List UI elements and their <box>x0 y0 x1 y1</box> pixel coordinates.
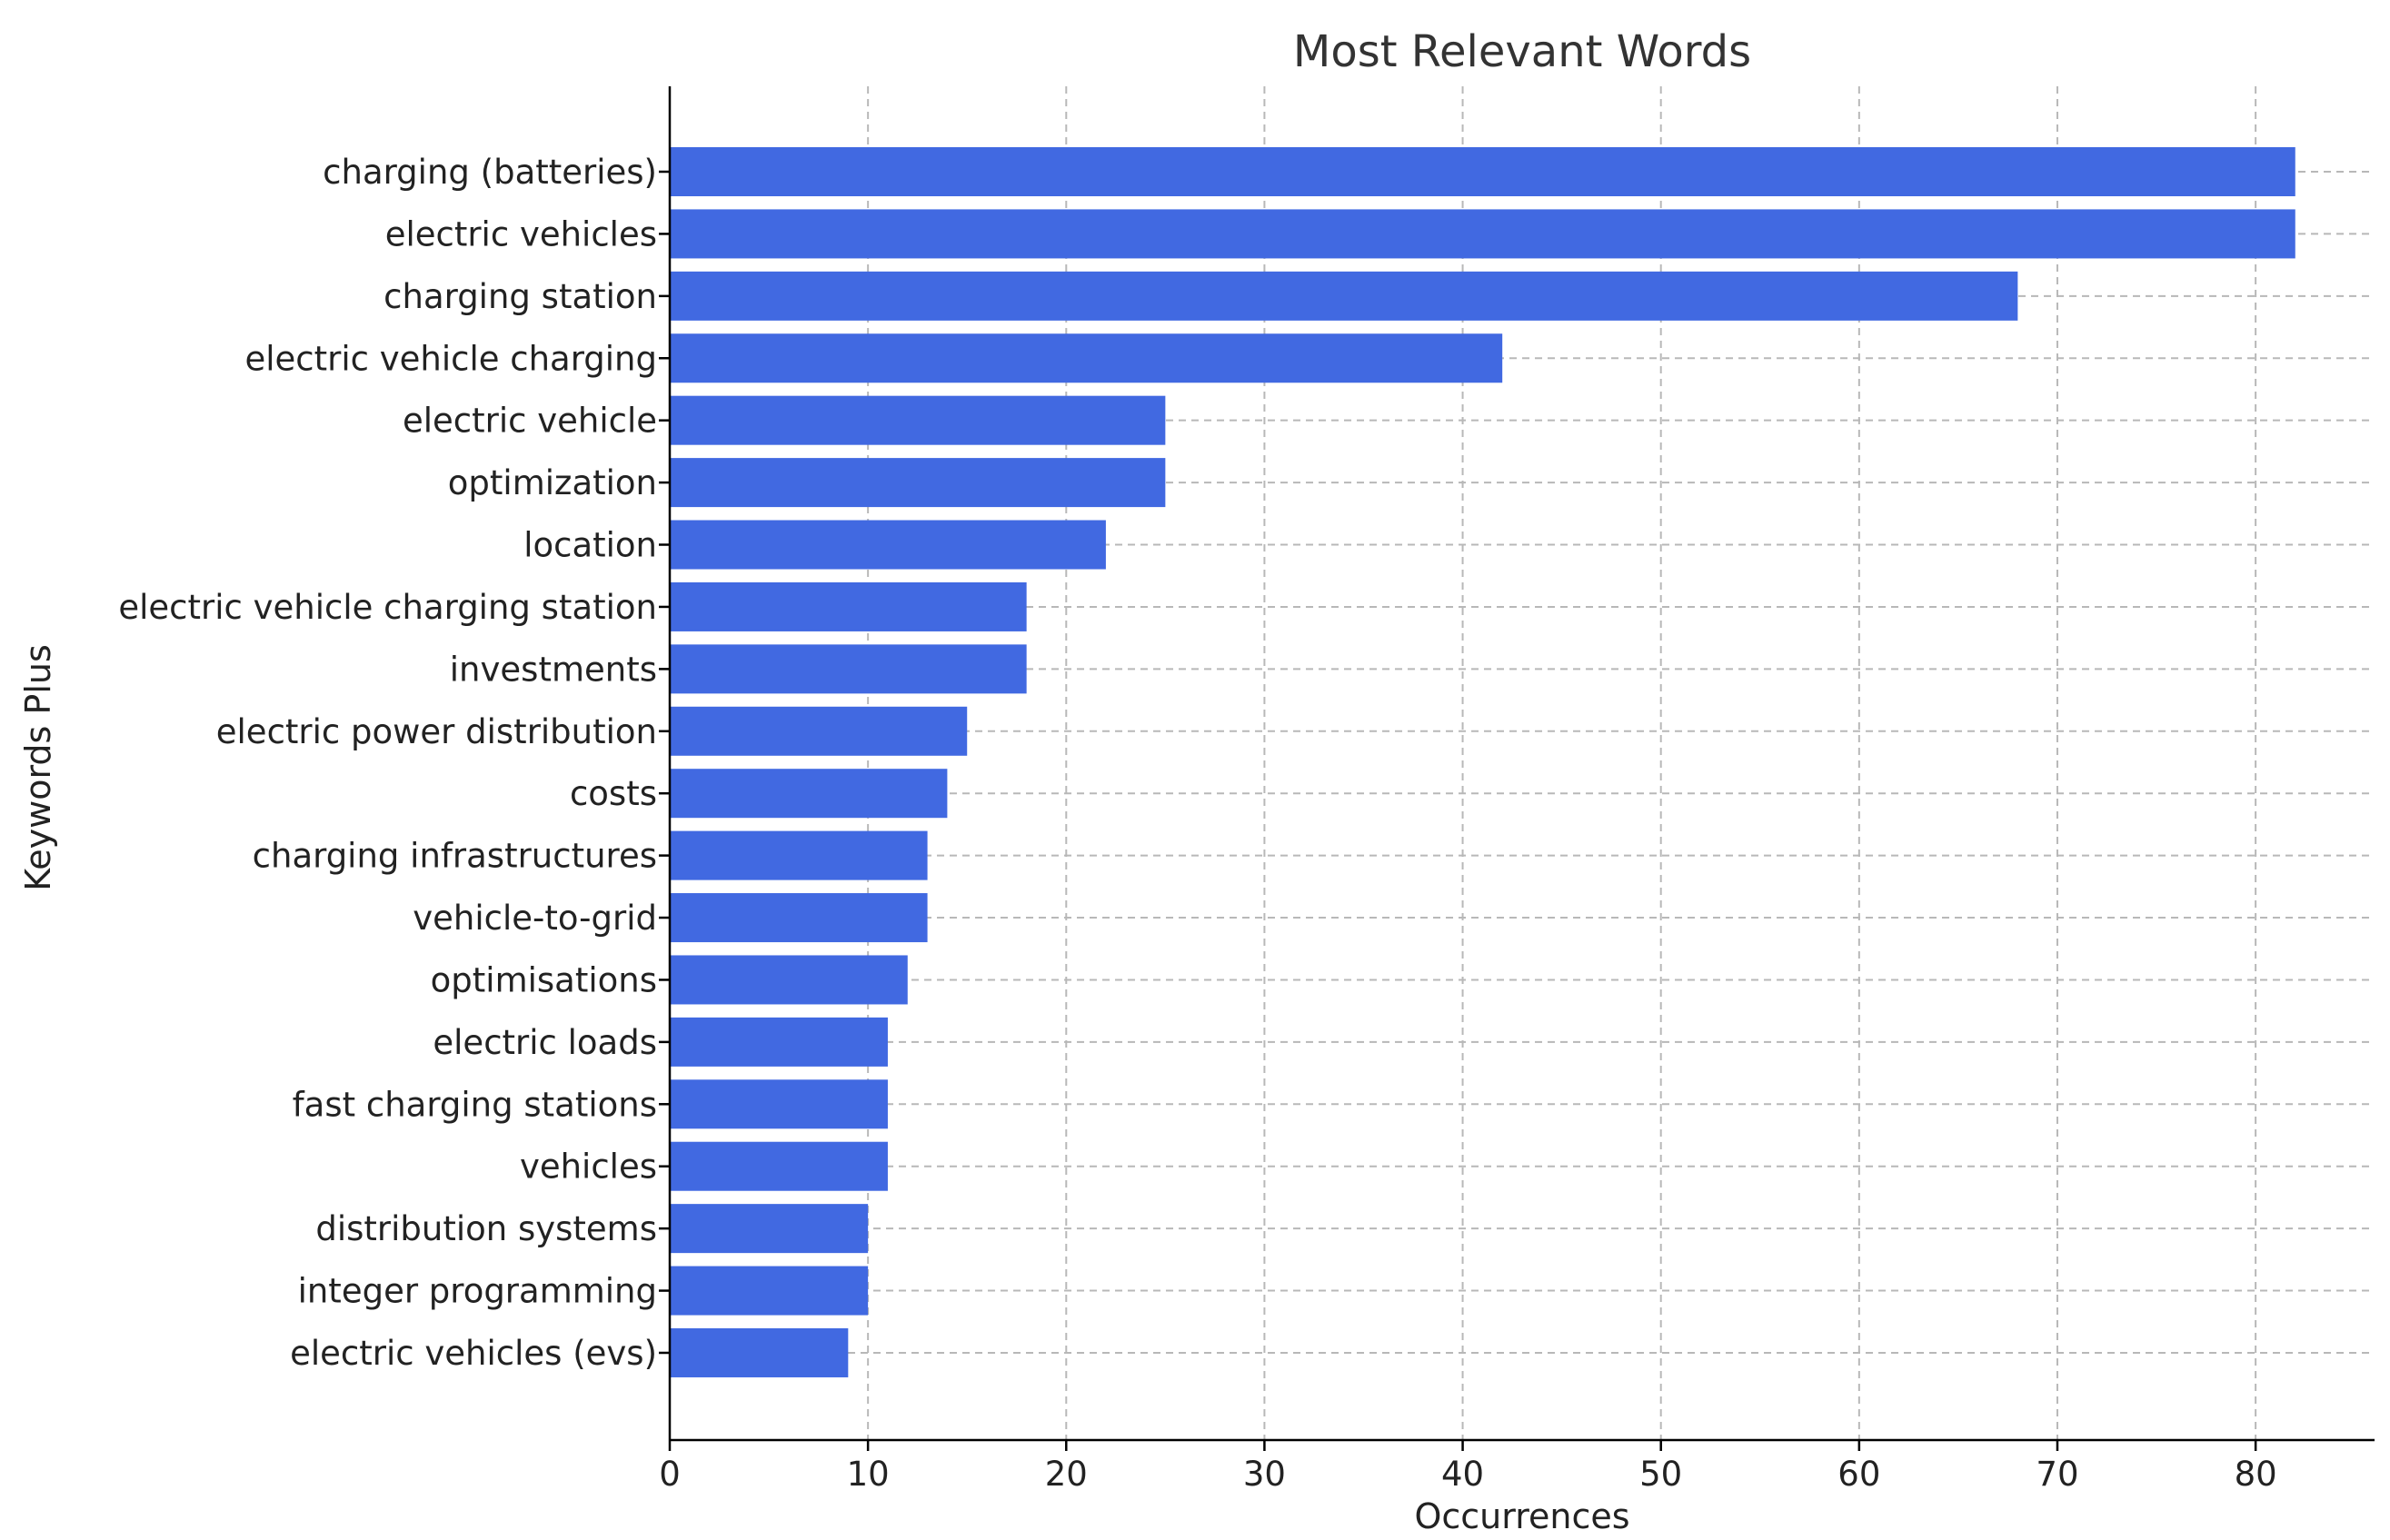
x-tick-label: 10 <box>847 1455 890 1494</box>
chart-title: Most Relevant Words <box>1293 26 1751 77</box>
y-tick-label: distribution systems <box>315 1209 657 1248</box>
bar <box>670 955 908 1005</box>
y-tick-label: electric vehicle <box>403 402 657 441</box>
x-tick-label: 30 <box>1243 1455 1286 1494</box>
y-tick-label: vehicle-to-grid <box>413 899 657 938</box>
y-tick-label: charging (batteries) <box>323 153 657 192</box>
y-tick-label: charging infrastructures <box>253 837 657 876</box>
y-tick-label: electric vehicles <box>385 214 657 253</box>
bar <box>670 147 2295 196</box>
bar <box>670 893 928 943</box>
bar <box>670 830 928 880</box>
x-tick-label: 60 <box>1837 1455 1880 1494</box>
y-tick-label: integer programming <box>298 1272 657 1311</box>
y-tick-label: costs <box>570 774 657 813</box>
bar <box>670 769 948 819</box>
y-tick-label: investments <box>450 650 657 689</box>
x-tick-label: 20 <box>1045 1455 1088 1494</box>
y-tick-label: location <box>523 526 657 565</box>
x-axis-label: Occurrences <box>1414 1496 1629 1536</box>
bar <box>670 209 2295 259</box>
bar <box>670 581 1027 631</box>
bar <box>670 1017 888 1067</box>
bar <box>670 1204 869 1254</box>
y-tick-label: vehicles <box>520 1148 657 1187</box>
x-tick-label: 70 <box>2036 1455 2078 1494</box>
x-tick-label: 80 <box>2235 1455 2277 1494</box>
bar <box>670 520 1106 570</box>
y-tick-label: electric loads <box>433 1023 657 1062</box>
bar <box>670 1266 869 1316</box>
bar <box>670 271 2018 321</box>
bars-layer <box>670 147 2295 1377</box>
bar <box>670 333 1503 383</box>
y-tick-label: electric power distribution <box>216 712 657 751</box>
y-tick-label: electric vehicle charging <box>244 339 657 378</box>
y-tick-label: charging station <box>383 277 657 316</box>
axes-layer <box>668 86 2375 1442</box>
bar <box>670 1079 888 1129</box>
y-tick-label: optimization <box>448 463 657 502</box>
x-tick-label: 0 <box>659 1455 681 1494</box>
y-tick-label: fast charging stations <box>293 1085 657 1124</box>
x-tick-label: 40 <box>1441 1455 1484 1494</box>
bar <box>670 395 1166 445</box>
labels-layer: 0 10 20 30 40 50 60 70 80 charging (batteries) ele… <box>118 153 2276 1494</box>
y-tick-label: optimisations <box>431 960 657 999</box>
bar <box>670 644 1027 694</box>
y-tick-label: electric vehicles (evs) <box>290 1334 657 1373</box>
bar <box>670 1141 888 1191</box>
y-tick-label: electric vehicle charging station <box>118 588 657 627</box>
y-axis-label: Keywords Plus <box>18 644 58 891</box>
ticks-layer <box>659 170 2257 1451</box>
bar <box>670 1327 849 1377</box>
bar <box>670 706 968 756</box>
x-tick-label: 50 <box>1639 1455 1682 1494</box>
bar <box>670 458 1166 508</box>
